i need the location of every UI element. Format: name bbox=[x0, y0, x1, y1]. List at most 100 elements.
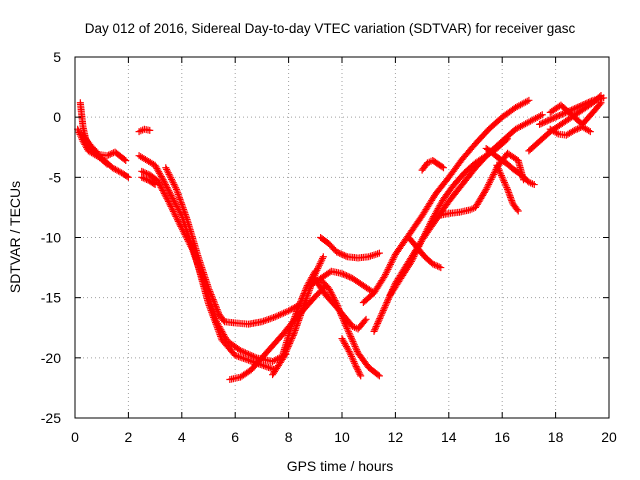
trace-marker bbox=[170, 180, 178, 188]
trace-marker bbox=[388, 257, 396, 265]
trace-marker bbox=[430, 261, 438, 269]
trace-marker bbox=[343, 272, 351, 280]
trace-marker bbox=[481, 187, 489, 195]
trace-marker bbox=[500, 177, 508, 185]
trace-marker bbox=[348, 336, 356, 344]
trace-marker bbox=[513, 206, 521, 214]
trace-marker bbox=[162, 182, 170, 190]
trace-marker bbox=[348, 352, 356, 360]
trace-marker bbox=[500, 178, 508, 186]
data-point bbox=[498, 173, 506, 181]
trace-marker bbox=[382, 269, 390, 277]
trace-marker bbox=[383, 298, 391, 306]
trace-marker bbox=[260, 317, 268, 325]
trace-marker bbox=[211, 299, 219, 307]
data-point bbox=[258, 361, 266, 369]
trace-marker bbox=[166, 190, 174, 198]
data-point bbox=[162, 164, 170, 172]
data-point bbox=[600, 94, 608, 102]
trace-marker bbox=[183, 234, 191, 242]
trace-marker bbox=[349, 356, 357, 364]
data-point bbox=[586, 128, 594, 136]
trace-marker bbox=[171, 199, 179, 207]
trace-marker bbox=[499, 175, 507, 183]
trace-marker bbox=[316, 259, 324, 267]
trace-marker bbox=[170, 196, 178, 204]
trace-marker bbox=[165, 199, 173, 207]
trace-marker bbox=[386, 262, 394, 270]
trace-marker bbox=[596, 100, 604, 108]
trace-marker bbox=[543, 117, 551, 125]
trace-marker bbox=[170, 209, 178, 217]
trace-marker bbox=[537, 112, 545, 120]
trace-marker bbox=[417, 238, 425, 246]
x-tick-label: 18 bbox=[548, 429, 564, 445]
trace-marker bbox=[381, 302, 389, 310]
trace-marker bbox=[425, 221, 433, 229]
trace-marker bbox=[265, 363, 273, 371]
trace-marker bbox=[410, 253, 418, 261]
trace-marker bbox=[353, 346, 361, 354]
trace-marker bbox=[334, 249, 342, 257]
trace-marker bbox=[246, 351, 254, 359]
trace-marker bbox=[169, 206, 177, 214]
trace-marker bbox=[168, 177, 176, 185]
trace-marker bbox=[263, 316, 271, 324]
trace-marker bbox=[371, 326, 379, 334]
data-point bbox=[205, 284, 212, 292]
trace-marker bbox=[113, 166, 121, 174]
trace-marker bbox=[376, 315, 384, 323]
trace-marker bbox=[210, 297, 218, 305]
trace-marker bbox=[286, 306, 294, 314]
trace-marker bbox=[181, 231, 189, 239]
trace-marker bbox=[280, 309, 288, 317]
data-point bbox=[570, 126, 578, 134]
trace-marker bbox=[180, 229, 188, 237]
trace-marker bbox=[294, 304, 302, 312]
data-point bbox=[346, 331, 354, 339]
trace-marker bbox=[158, 185, 166, 193]
trace-marker bbox=[251, 353, 259, 361]
trace-marker bbox=[105, 151, 113, 159]
trace-marker bbox=[487, 175, 495, 183]
trace-marker bbox=[236, 353, 244, 361]
trace-marker bbox=[573, 125, 581, 133]
trace-marker bbox=[205, 286, 213, 294]
data-point bbox=[146, 126, 154, 134]
trace-marker bbox=[412, 249, 420, 257]
data-point bbox=[351, 361, 359, 369]
trace-marker bbox=[165, 170, 173, 178]
trace-marker bbox=[76, 130, 84, 138]
trace-marker bbox=[176, 221, 184, 229]
trace-marker bbox=[206, 287, 214, 295]
x-tick-label: 12 bbox=[388, 429, 404, 445]
trace-marker bbox=[374, 319, 382, 327]
trace-marker bbox=[419, 234, 427, 242]
trace-marker bbox=[386, 260, 394, 268]
data-point bbox=[333, 248, 341, 256]
trace-marker bbox=[248, 352, 256, 360]
trace-marker bbox=[172, 184, 180, 192]
trace-marker bbox=[94, 149, 102, 157]
series-arc-24 bbox=[493, 161, 522, 215]
trace-marker bbox=[310, 269, 318, 277]
data-point bbox=[536, 120, 544, 128]
trace-marker bbox=[144, 176, 152, 184]
trace-marker bbox=[432, 261, 440, 269]
series-arc-17 bbox=[359, 96, 533, 306]
trace-marker bbox=[171, 182, 179, 190]
trace-marker bbox=[123, 172, 131, 180]
trace-marker bbox=[349, 338, 357, 346]
trace-marker bbox=[374, 250, 382, 258]
trace-marker bbox=[539, 119, 547, 127]
trace-marker bbox=[587, 97, 595, 105]
trace-marker bbox=[233, 352, 241, 360]
data-point bbox=[338, 270, 346, 278]
data-point bbox=[429, 260, 437, 268]
trace-marker bbox=[297, 298, 305, 306]
data-point bbox=[357, 372, 365, 380]
trace-marker bbox=[422, 228, 430, 236]
trace-marker bbox=[246, 357, 254, 365]
trace-marker bbox=[540, 118, 548, 126]
trace-marker bbox=[166, 188, 174, 196]
